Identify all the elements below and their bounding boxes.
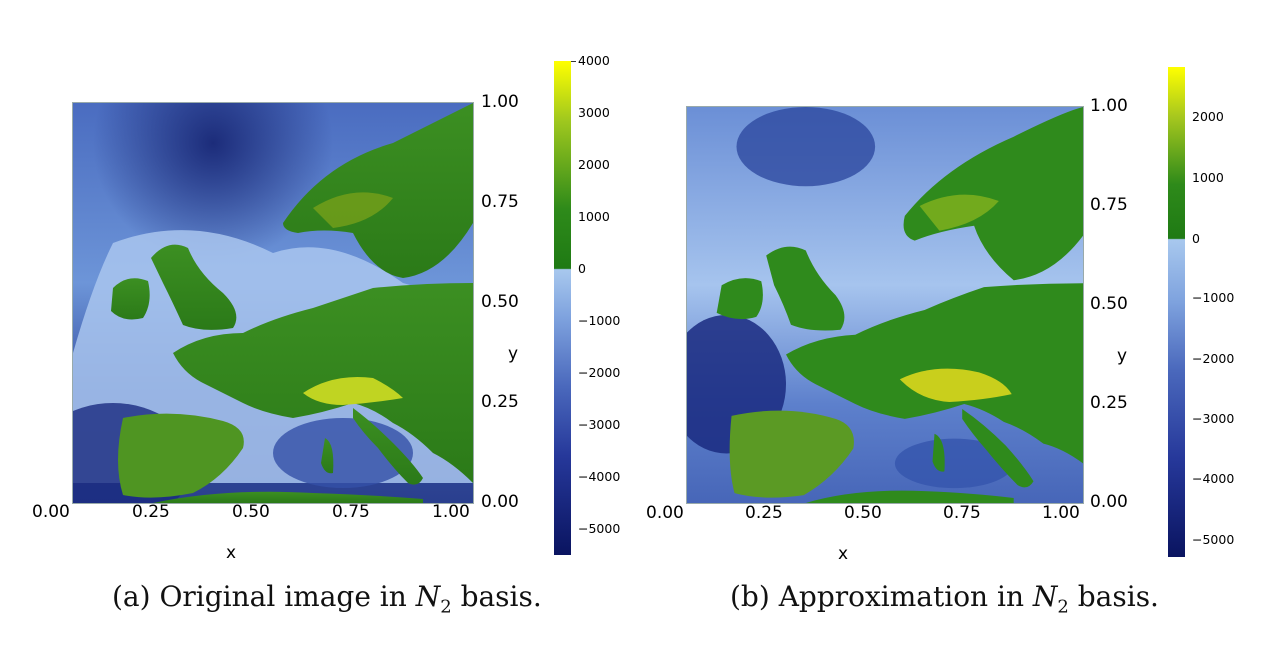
y-tick: 1.00 xyxy=(1090,96,1128,116)
y-tick: 0.25 xyxy=(1090,393,1128,413)
caption-b: (b) Approximation in N2 basis. xyxy=(730,580,1159,618)
x-axis-label: x xyxy=(838,544,849,564)
colorbar-tick: 3000 xyxy=(578,105,610,120)
colorbar xyxy=(1168,67,1185,557)
y-tick: 0.00 xyxy=(1090,492,1128,512)
colorbar-tick: 1000 xyxy=(578,209,610,224)
heatmap-approximation xyxy=(686,106,1084,504)
colorbar-tick: 1000 xyxy=(1192,170,1224,185)
x-tick: 0.75 xyxy=(332,502,370,522)
colorbar-tick: 2000 xyxy=(1192,109,1224,124)
colorbar-tick: −3000 xyxy=(1192,411,1235,426)
y-axis-label: y xyxy=(1117,346,1128,366)
y-tick: 0.00 xyxy=(481,492,519,512)
x-tick: 0.25 xyxy=(745,503,783,523)
colorbar-tick: 0 xyxy=(1192,231,1200,246)
europe-elevation-map xyxy=(73,103,473,503)
x-tick: 0.00 xyxy=(646,503,684,523)
y-tick: 0.25 xyxy=(481,392,519,412)
y-tick: 0.75 xyxy=(1090,195,1128,215)
colorbar-tick: 2000 xyxy=(578,157,610,172)
y-tick: 0.50 xyxy=(481,292,519,312)
x-tick: 0.00 xyxy=(32,502,70,522)
colorbar-tick: −3000 xyxy=(578,417,621,432)
colorbar-tick: −1000 xyxy=(1192,290,1235,305)
y-tick: 1.00 xyxy=(481,92,519,112)
colorbar-tick: −1000 xyxy=(578,313,621,328)
x-tick: 1.00 xyxy=(1042,503,1080,523)
x-tick: 0.50 xyxy=(232,502,270,522)
colorbar-tick: 4000 xyxy=(578,53,610,68)
colorbar xyxy=(554,61,571,555)
colorbar-tick: −2000 xyxy=(578,365,621,380)
colorbar-tick: −2000 xyxy=(1192,351,1235,366)
x-axis-label: x xyxy=(226,543,237,563)
x-tick: 0.25 xyxy=(132,502,170,522)
europe-approx-map xyxy=(687,107,1083,503)
x-tick: 1.00 xyxy=(432,502,470,522)
x-tick: 0.75 xyxy=(943,503,981,523)
colorbar-tick: 0 xyxy=(578,261,586,276)
y-axis-label: y xyxy=(508,344,519,364)
y-tick: 0.75 xyxy=(481,192,519,212)
x-tick: 0.50 xyxy=(844,503,882,523)
colorbar-tick: −5000 xyxy=(1192,532,1235,547)
heatmap-original xyxy=(72,102,474,504)
colorbar-tick: −5000 xyxy=(578,521,621,536)
y-tick: 0.50 xyxy=(1090,294,1128,314)
colorbar-tick: −4000 xyxy=(578,469,621,484)
colorbar-tick: −4000 xyxy=(1192,471,1235,486)
caption-a: (a) Original image in N2 basis. xyxy=(112,580,542,618)
